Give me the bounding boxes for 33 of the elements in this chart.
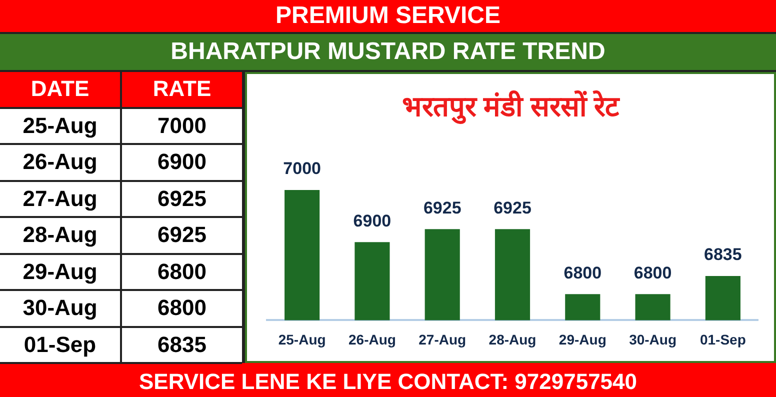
category-label: 30-Aug <box>22 295 98 320</box>
text: 6800 <box>158 258 206 284</box>
x-tick-label: 30-Aug <box>629 331 677 348</box>
text: 6800 <box>158 295 206 320</box>
data-label: 6835 <box>704 245 742 264</box>
data-label: 6800 <box>564 263 602 282</box>
x-tick-label: 25-Aug <box>278 331 326 348</box>
text: 7000 <box>158 112 206 138</box>
x-tick-label: 28-Aug <box>488 331 536 348</box>
x-tick-label: 01-Sep <box>700 331 746 348</box>
data-label: 6800 <box>634 263 672 282</box>
data-label: 6900 <box>353 211 392 230</box>
x-tick-label: 27-Aug <box>418 331 466 348</box>
banner: PREMIUM SERVICE <box>0 0 776 34</box>
category-label: 25-Aug <box>22 112 98 138</box>
chart-subtitle: भरतपुर मंडी सरसों रेट <box>400 89 621 124</box>
category-label: 26-Aug <box>22 149 98 174</box>
data-label: 6925 <box>494 198 532 218</box>
x-tick-label: 26-Aug <box>348 331 396 348</box>
category-label: 29-Aug <box>22 258 98 284</box>
text: 6925 <box>158 222 206 248</box>
text: RATE <box>122 72 242 108</box>
text: 6925 <box>158 186 206 211</box>
banner: BHARATPUR MUSTARD RATE TREND <box>0 34 776 72</box>
text: DATE <box>0 72 122 108</box>
category-label: 28-Aug <box>22 222 98 248</box>
text: 6900 <box>158 149 206 174</box>
category-label: 27-Aug <box>22 186 98 211</box>
banner: SERVICE LENE KE LIYE CONTACT: 9729757540 <box>0 363 776 397</box>
data-label: 6925 <box>423 198 462 218</box>
text: 6835 <box>158 332 206 357</box>
x-tick-label: 29-Aug <box>558 331 606 348</box>
data-label: 7000 <box>283 159 321 178</box>
